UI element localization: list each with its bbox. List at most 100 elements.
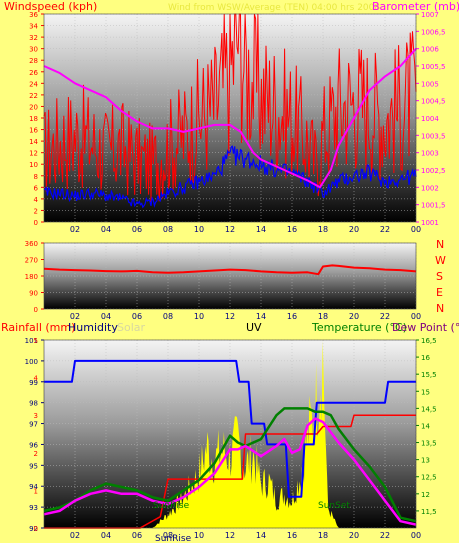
- windspeed-y-tick-label: 8: [34, 173, 38, 181]
- direction-x-tick-label: 08: [163, 312, 173, 321]
- axis-layer: 02 04 06 08 10 12 14 16 18 20 22 000246810121416182…: [25, 11, 446, 540]
- wind-x-tick-label: 22: [380, 225, 390, 234]
- climate-x-tick-label: 04: [101, 531, 111, 540]
- humidity-y-tick-label: 92: [29, 525, 38, 533]
- series-layer: [43, 13, 417, 529]
- wind-x-tick-label: 02: [70, 225, 80, 234]
- direction-x-tick-label: 14: [256, 312, 266, 321]
- rain-y-tick-label: 4: [34, 375, 39, 383]
- wind-direction-series: [43, 264, 417, 276]
- humidity-axis-title: Humidity: [68, 321, 118, 334]
- rainfall-axis-title: Rainfall (mm): [1, 321, 75, 334]
- solar-legend-label: Solar: [117, 321, 146, 334]
- barometer-y-tick-label: 1001: [421, 219, 439, 227]
- sunrise-axis-label: SunRise: [155, 534, 192, 543]
- windspeed-y-tick-label: 24: [29, 80, 38, 88]
- windspeed-y-tick-label: 14: [29, 138, 38, 146]
- temperature-y-tick-label: 13,5: [421, 440, 437, 448]
- climate-x-tick-label: 20: [349, 531, 359, 540]
- direction-x-tick-label: 02: [70, 312, 80, 321]
- barometer-y-tick-label: 1005,5: [421, 63, 446, 71]
- windspeed-axis-title: Windspeed (kph): [4, 0, 97, 13]
- rain-y-tick-label: 3: [34, 412, 38, 420]
- wind-x-tick-label: 06: [132, 225, 142, 234]
- direction-x-tick-label: 22: [380, 312, 390, 321]
- direction-x-tick-label: 20: [349, 312, 359, 321]
- windspeed-y-tick-label: 20: [29, 103, 38, 111]
- humidity-y-tick-label: 100: [25, 358, 38, 366]
- temperature-y-tick-label: 14,5: [421, 405, 437, 413]
- direction-x-tick-label: 12: [225, 312, 235, 321]
- windspeed-y-tick-label: 22: [29, 92, 38, 100]
- temperature-y-tick-label: 12: [421, 491, 430, 499]
- humidity-y-tick-label: 93: [29, 504, 38, 512]
- climate-x-tick-label: 00: [411, 531, 421, 540]
- humidity-series: [44, 359, 416, 498]
- direction-x-tick-label: 00: [411, 312, 421, 321]
- uv-legend-label: UV: [246, 321, 262, 334]
- humidity-y-tick-label: 96: [29, 441, 38, 449]
- wind-x-tick-label: 18: [318, 225, 328, 234]
- direction-y-tick-label: 90: [29, 290, 38, 298]
- windspeed-y-tick-label: 34: [29, 23, 38, 31]
- compass-w: W: [435, 254, 446, 267]
- windspeed-y-tick-label: 16: [29, 127, 38, 135]
- temperature-y-tick-label: 14: [421, 422, 430, 430]
- wind-x-tick-label: 20: [349, 225, 359, 234]
- temperature-y-tick-label: 15: [421, 388, 430, 396]
- climate-x-tick-label: 14: [256, 531, 266, 540]
- rain-y-tick-label: 5: [34, 337, 38, 345]
- wind-x-tick-label: 10: [194, 225, 204, 234]
- windspeed-y-tick-label: 36: [29, 11, 38, 19]
- barometer-y-tick-label: 1006: [421, 46, 439, 54]
- uv-area-series: [152, 340, 416, 528]
- compass-s: S: [436, 270, 443, 283]
- temperature-y-tick-label: 13: [421, 457, 430, 465]
- direction-y-tick-label: 180: [25, 273, 38, 281]
- climate-x-tick-label: 10: [194, 531, 204, 540]
- humidity-y-tick-label: 95: [29, 462, 38, 470]
- wind-x-tick-label: 04: [101, 225, 111, 234]
- wind-x-tick-label: 14: [256, 225, 266, 234]
- barometer-y-tick-label: 1005: [421, 80, 439, 88]
- compass-n-bottom: N: [436, 302, 444, 315]
- barometer-y-tick-label: 1003,5: [421, 132, 446, 140]
- uv-area-layer: [152, 340, 416, 528]
- barometer-y-tick-label: 1006,5: [421, 28, 446, 36]
- temperature-y-tick-label: 16,5: [421, 337, 437, 345]
- plot-frame: [43, 13, 417, 223]
- direction-x-tick-label: 06: [132, 312, 142, 321]
- direction-y-tick-label: 360: [25, 240, 38, 248]
- wind-average-series: [43, 145, 417, 209]
- direction-y-tick-label: 0: [34, 306, 38, 314]
- humidity-y-tick-label: 98: [29, 400, 38, 408]
- humidity-y-tick-label: 97: [29, 421, 38, 429]
- direction-x-tick-label: 10: [194, 312, 204, 321]
- temperature-y-tick-label: 16: [421, 354, 430, 362]
- windspeed-y-tick-label: 6: [34, 184, 39, 192]
- rain-y-tick-label: 0: [34, 525, 38, 533]
- direction-y-tick-label: 270: [25, 257, 38, 265]
- rain-y-tick-label: 1: [34, 487, 38, 495]
- faint-chart-title: Wind from WSW/Average (TEN) 04:00 hrs 20…: [168, 3, 380, 13]
- windspeed-y-tick-label: 30: [29, 46, 38, 54]
- wind-x-tick-label: 16: [287, 225, 297, 234]
- direction-x-tick-label: 16: [287, 312, 297, 321]
- windspeed-y-tick-label: 0: [34, 219, 38, 227]
- temperature-y-tick-label: 11,5: [421, 508, 437, 516]
- windspeed-y-tick-label: 10: [29, 161, 38, 169]
- climate-x-tick-label: 18: [318, 531, 328, 540]
- barometer-y-tick-label: 1004,5: [421, 98, 446, 106]
- climate-x-tick-label: 22: [380, 531, 390, 540]
- climate-x-tick-label: 12: [225, 531, 235, 540]
- barometer-y-tick-label: 1004: [421, 115, 439, 123]
- wind-x-tick-label: 08: [163, 225, 173, 234]
- dewpoint-series: [43, 417, 417, 526]
- compass-n-top: N: [436, 238, 444, 251]
- sunset-marker-label: SunSet: [318, 501, 350, 511]
- humidity-y-tick-label: 101: [25, 337, 38, 345]
- temperature-y-tick-label: 15,5: [421, 371, 437, 379]
- windspeed-y-tick-label: 26: [29, 69, 38, 77]
- humidity-y-tick-label: 99: [29, 379, 38, 387]
- temperature-axis-title: Temperature (°C): [311, 321, 407, 334]
